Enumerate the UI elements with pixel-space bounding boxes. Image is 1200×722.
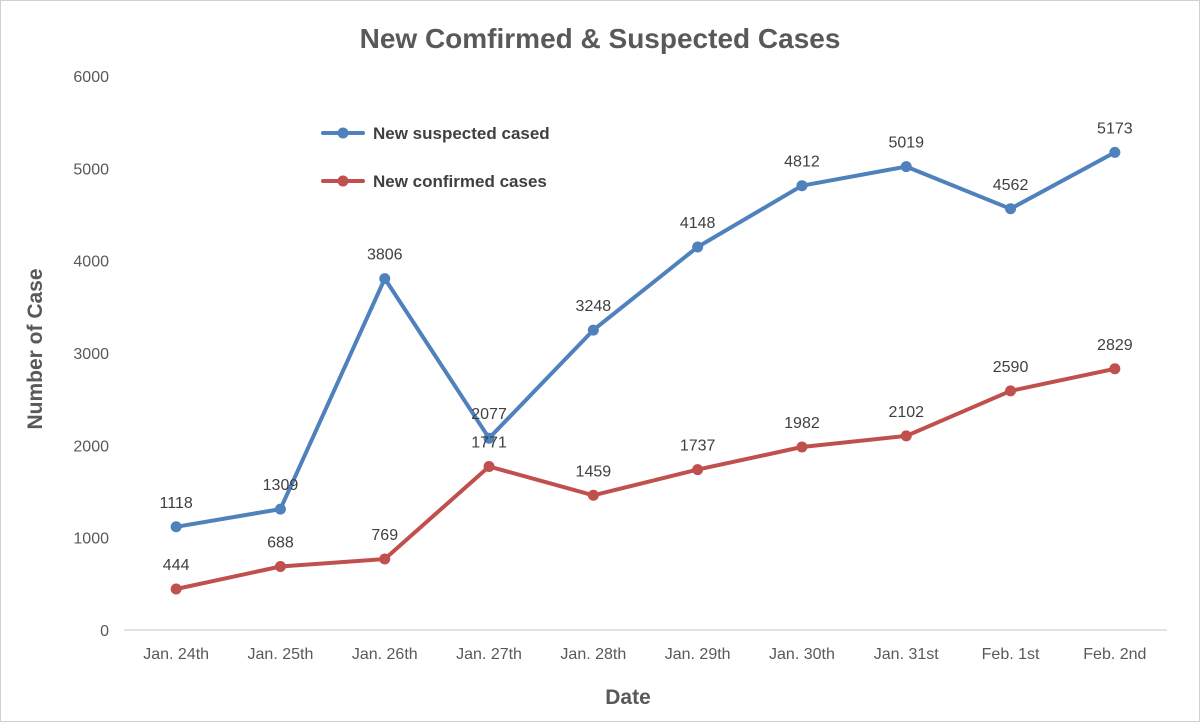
y-tick-label: 1000 [73,531,109,548]
data-label: 2077 [471,406,507,423]
x-tick-label: Jan. 29th [665,646,731,663]
data-label: 688 [267,534,294,551]
data-point [274,560,286,572]
data-label: 3806 [367,247,403,264]
data-label: 1737 [680,438,716,455]
y-tick-label: 4000 [73,254,109,271]
data-label: 1771 [471,434,507,451]
legend-label: New suspected cased [373,124,550,143]
x-axis-ticks: Jan. 24th Jan. 25th Jan. 26th Jan. 27th Jan.… [143,646,1146,663]
data-point [379,553,391,565]
data-label: 5173 [1097,120,1133,137]
x-tick-label: Jan. 26th [352,646,418,663]
data-point [170,583,182,595]
x-axis-title: Date [605,686,651,709]
y-axis-title: Number of Case [24,268,47,429]
series-line-1 [174,366,1117,591]
data-point [587,324,599,336]
data-label: 5019 [888,135,924,152]
data-point [483,432,495,444]
data-label: 1309 [263,477,299,494]
series-group [170,146,1121,595]
x-tick-label: Jan. 25th [248,646,314,663]
data-point [1109,363,1121,375]
data-point [900,161,912,173]
data-point [587,489,599,501]
x-tick-label: Feb. 2nd [1083,646,1146,663]
y-tick-label: 3000 [73,346,109,363]
data-point [1005,203,1017,215]
data-point [796,441,808,453]
data-point [692,241,704,253]
data-point [379,273,391,285]
chart-title: New Comfirmed & Suspected Cases [360,23,841,54]
x-tick-label: Jan. 31st [874,646,939,663]
x-tick-label: Jan. 24th [143,646,209,663]
legend: New suspected cased New confirmed cases [321,124,550,191]
y-tick-label: 5000 [73,161,109,178]
data-label: 444 [163,557,190,574]
data-label: 769 [371,527,398,544]
x-tick-label: Feb. 1st [982,646,1040,663]
data-point [1005,385,1017,397]
data-point [692,464,704,476]
data-labels: 1118 1309 3806 2077 3248 4148 4812 5019 4562 5173… [160,120,1133,574]
data-label: 4148 [680,215,716,232]
x-tick-label: Jan. 30th [769,646,835,663]
data-point [900,430,912,442]
data-point [483,460,495,472]
y-tick-label: 2000 [73,438,109,455]
legend-swatch-marker [337,127,349,139]
data-point [796,180,808,192]
data-label: 1982 [784,415,820,432]
x-tick-label: Jan. 28th [560,646,626,663]
x-tick-label: Jan. 27th [456,646,522,663]
data-label: 1459 [576,463,612,480]
y-axis-ticks: 0 1000 2000 3000 4000 5000 6000 [73,69,109,640]
y-tick-label: 0 [100,623,109,640]
data-point [1109,146,1121,158]
legend-swatch-marker [337,175,349,187]
data-label: 2102 [888,404,924,421]
data-point [170,521,182,533]
data-label: 2829 [1097,337,1133,354]
data-label: 3248 [576,298,612,315]
data-label: 4812 [784,154,820,171]
data-label: 2590 [993,359,1029,376]
series-line-0 [174,150,1117,529]
data-label: 4562 [993,177,1029,194]
legend-label: New confirmed cases [373,172,547,191]
data-point [274,503,286,515]
y-tick-label: 6000 [73,69,109,86]
data-label: 1118 [160,495,193,512]
